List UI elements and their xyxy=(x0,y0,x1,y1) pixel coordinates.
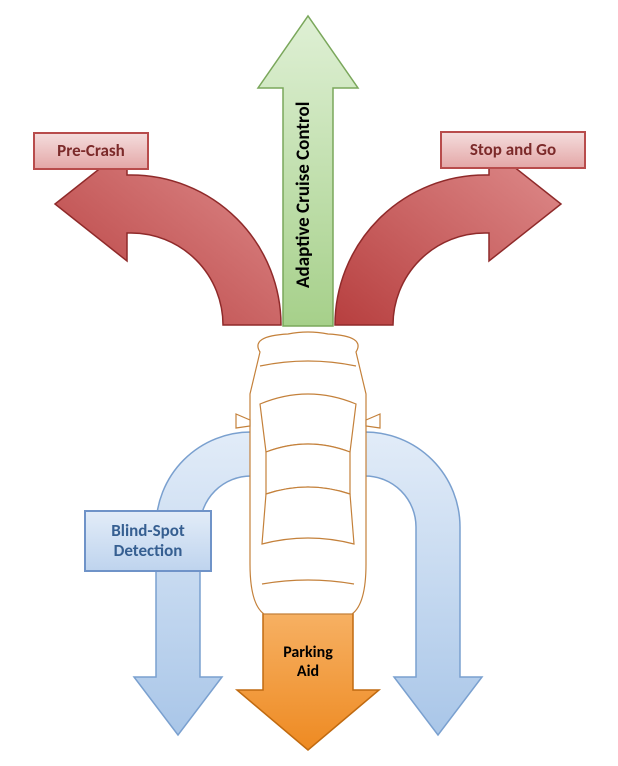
arrow-blind-spot-right xyxy=(365,432,482,735)
label-parking-aid: Parking Aid xyxy=(268,626,348,681)
arrow-pre-crash xyxy=(55,147,281,325)
label-pre-crash: Pre-Crash xyxy=(33,132,149,170)
label-pre-crash-text: Pre-Crash xyxy=(57,141,125,161)
label-adaptive-cruise-text: Adaptive Cruise Control xyxy=(292,102,315,288)
car-outline xyxy=(236,332,380,614)
label-blind-spot-text: Blind-Spot Detection xyxy=(111,521,185,560)
label-blind-spot: Blind-Spot Detection xyxy=(84,510,212,572)
diagram-canvas: Pre-Crash Stop and Go Blind-Spot Detecti… xyxy=(0,0,618,766)
label-stop-and-go-text: Stop and Go xyxy=(470,140,556,160)
label-parking-aid-text: Parking Aid xyxy=(283,643,333,680)
label-adaptive-cruise: Adaptive Cruise Control xyxy=(292,102,315,288)
arrow-blind-spot-left xyxy=(134,432,251,735)
arrow-stop-and-go xyxy=(335,147,561,325)
label-stop-and-go: Stop and Go xyxy=(440,131,586,169)
